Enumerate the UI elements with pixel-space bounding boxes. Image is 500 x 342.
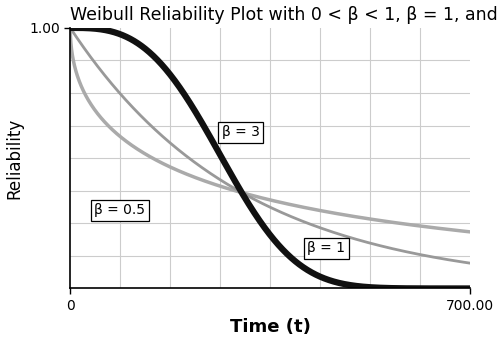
Text: β = 0.5: β = 0.5 xyxy=(94,203,146,217)
Text: β = 3: β = 3 xyxy=(222,125,260,139)
Text: β = 1: β = 1 xyxy=(308,241,346,255)
Text: Weibull Reliability Plot with 0 < β < 1, β = 1, and β > 1: Weibull Reliability Plot with 0 < β < 1,… xyxy=(70,5,500,24)
Y-axis label: Reliability: Reliability xyxy=(6,118,24,199)
X-axis label: Time (t): Time (t) xyxy=(230,318,311,337)
